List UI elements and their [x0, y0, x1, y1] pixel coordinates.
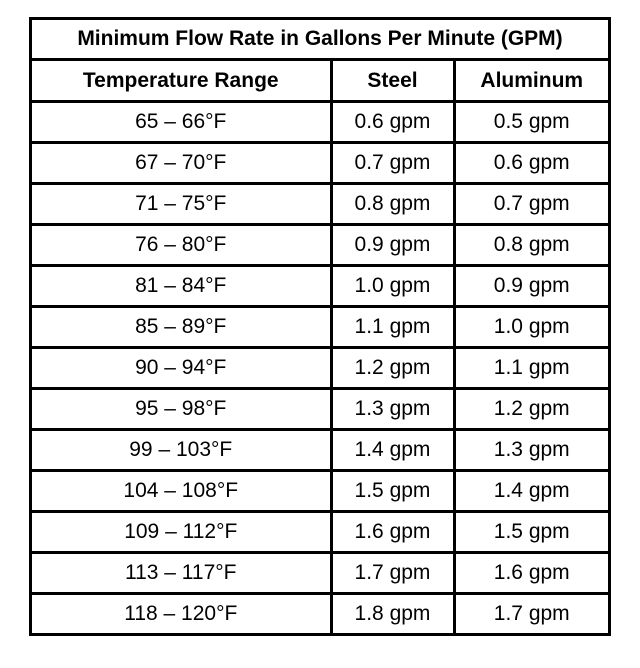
aluminum-flow-cell: 0.7 gpm: [454, 183, 608, 226]
aluminum-flow-cell: 1.0 gpm: [454, 306, 608, 349]
steel-flow-cell: 0.8 gpm: [331, 183, 456, 226]
temperature-range-cell: 104 – 108°F: [32, 470, 333, 513]
header-row: Temperature Range Steel Aluminum: [32, 61, 608, 103]
column-header-steel: Steel: [331, 61, 456, 103]
aluminum-flow-cell: 1.7 gpm: [493, 602, 570, 625]
aluminum-flow-cell: 1.4 gpm: [454, 470, 608, 513]
table-row: 113 – 117°F 1.7 gpm 1.6 gpm: [32, 552, 608, 595]
aluminum-flow-cell: 1.3 gpm: [454, 429, 608, 472]
aluminum-flow-cell: 0.5 gpm: [454, 101, 608, 144]
table-row: 76 – 80°F 0.9 gpm 0.8 gpm: [32, 224, 608, 267]
temperature-range-cell: 95 – 98°F: [32, 388, 333, 431]
table-row: 81 – 84°F 1.0 gpm 0.9 gpm: [32, 265, 608, 308]
temperature-range-cell: 113 – 117°F: [32, 552, 333, 595]
temperature-range-cell: 65 – 66°F: [32, 101, 333, 144]
steel-flow-cell: 1.3 gpm: [331, 388, 456, 431]
table-title: Minimum Flow Rate in Gallons Per Minute …: [32, 20, 608, 61]
steel-flow-cell: 1.8 gpm: [331, 593, 456, 633]
steel-flow-cell: 1.2 gpm: [331, 347, 456, 390]
aluminum-flow-cell: 1.6 gpm: [454, 552, 608, 595]
table-row: 90 – 94°F 1.2 gpm 1.1 gpm: [32, 347, 608, 390]
steel-flow-cell: 0.6 gpm: [331, 101, 456, 144]
table-row: 85 – 89°F 1.1 gpm 1.0 gpm: [32, 306, 608, 349]
temperature-range-cell: 109 – 112°F: [32, 511, 333, 554]
temperature-range-cell: 81 – 84°F: [32, 265, 333, 308]
steel-flow-cell: 1.7 gpm: [331, 552, 456, 595]
steel-flow-cell: 0.9 gpm: [331, 224, 456, 267]
table-row: 67 – 70°F 0.7 gpm 0.6 gpm: [32, 142, 608, 185]
temperature-range-cell: 67 – 70°F: [32, 142, 333, 185]
aluminum-flow-cell: 0.9 gpm: [454, 265, 608, 308]
steel-flow-cell: 1.1 gpm: [331, 306, 456, 349]
steel-flow-cell: 1.6 gpm: [331, 511, 456, 554]
column-header-aluminum: Aluminum: [454, 61, 608, 103]
table-row: 65 – 66°F 0.6 gpm 0.5 gpm: [32, 101, 608, 144]
table-row: 99 – 103°F 1.4 gpm 1.3 gpm: [32, 429, 608, 472]
table-row: 118 – 120°F 1.8 gpm 1.7 gpm: [32, 593, 608, 633]
aluminum-flow-cell: 0.6 gpm: [454, 142, 608, 185]
steel-flow-cell: 1.0 gpm: [331, 265, 456, 308]
temperature-range-cell: 71 – 75°F: [32, 183, 333, 226]
temperature-range-cell: 85 – 89°F: [32, 306, 333, 349]
column-header-temperature-range: Temperature Range: [32, 61, 333, 103]
temperature-range-cell: 118 – 120°F: [32, 593, 333, 633]
table-row: 71 – 75°F 0.8 gpm 0.7 gpm: [32, 183, 608, 226]
flow-rate-table: Temperature Range Steel Aluminum 65 – 66…: [32, 61, 608, 633]
aluminum-flow-cell: 1.1 gpm: [454, 347, 608, 390]
aluminum-flow-cell: 1.5 gpm: [454, 511, 608, 554]
aluminum-flow-cell: 0.8 gpm: [454, 224, 608, 267]
temperature-range-cell: 99 – 103°F: [32, 429, 333, 472]
flow-rate-table-frame: Minimum Flow Rate in Gallons Per Minute …: [29, 17, 611, 636]
steel-flow-cell: 1.4 gpm: [331, 429, 456, 472]
table-row: 95 – 98°F 1.3 gpm 1.2 gpm: [32, 388, 608, 431]
table-row: 109 – 112°F 1.6 gpm 1.5 gpm: [32, 511, 608, 554]
aluminum-flow-cell: 1.2 gpm: [454, 388, 608, 431]
temperature-range-cell: 76 – 80°F: [32, 224, 333, 267]
steel-flow-cell: 1.5 gpm: [331, 470, 456, 513]
steel-flow-cell: 0.7 gpm: [331, 142, 456, 185]
temperature-range-cell: 90 – 94°F: [32, 347, 333, 390]
table-row: 104 – 108°F 1.5 gpm 1.4 gpm: [32, 470, 608, 513]
